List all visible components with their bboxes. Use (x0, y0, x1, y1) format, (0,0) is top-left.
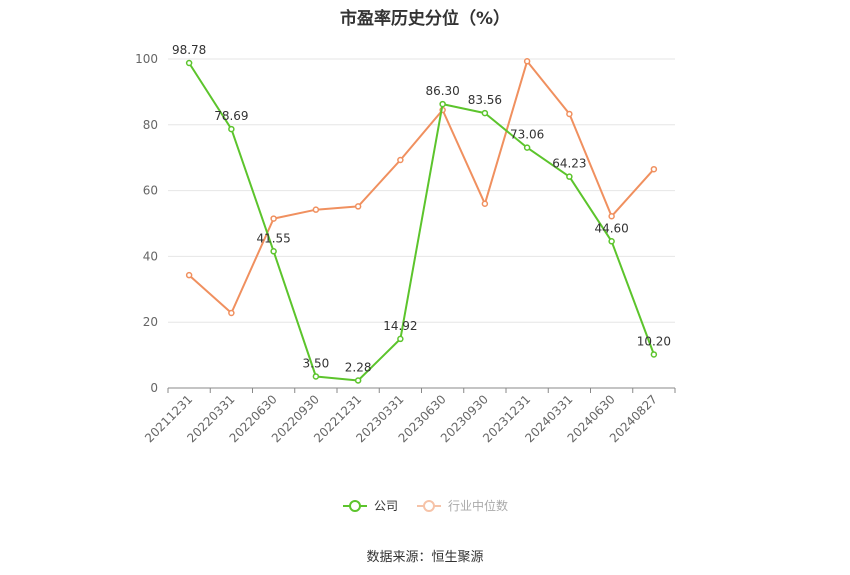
company-data-point (228, 125, 235, 133)
data-label-layer: 98.78 78.69 41.55 3.50 2.28 14.92 86.30 83.56 73… (172, 43, 671, 374)
company-data-point (270, 248, 277, 255)
company-data-point (312, 373, 320, 380)
y-tick-label: 40 (143, 249, 158, 263)
grid-layer (168, 58, 675, 323)
data-label: 83.56 (468, 93, 502, 107)
industry-data-point (354, 203, 362, 210)
company-data-point (650, 351, 658, 358)
data-label: 98.78 (172, 43, 206, 57)
industry-data-point (312, 206, 320, 213)
legend: 公司 行业中位数 (0, 497, 850, 514)
chart-title: 市盈率历史分位（%） (339, 9, 511, 29)
industry-data-point (481, 200, 489, 208)
series-layer (185, 58, 658, 384)
data-label: 73.06 (510, 128, 544, 142)
data-label: 86.30 (425, 84, 459, 98)
legend-item-company[interactable]: 公司 (342, 497, 398, 514)
data-label: 64.23 (552, 157, 586, 171)
legend-company-label: 公司 (373, 499, 398, 513)
legend-industry-label: 行业中位数 (448, 499, 509, 513)
company-data-point (608, 238, 615, 245)
data-label: 44.60 (594, 221, 628, 235)
y-tick-label: 80 (143, 118, 158, 132)
industry-series-line (188, 60, 655, 314)
company-data-point (523, 144, 531, 151)
data-label: 14.92 (383, 319, 417, 333)
company-data-point (439, 100, 446, 108)
industry-data-point (185, 271, 193, 279)
data-label: 41.55 (256, 231, 290, 245)
company-data-point (185, 59, 193, 67)
company-data-point (566, 173, 573, 180)
data-label: 2.28 (345, 360, 372, 374)
company-data-point (397, 335, 404, 343)
industry-data-point (566, 110, 573, 118)
y-tick-label: 0 (150, 381, 158, 395)
company-series-line (188, 62, 655, 382)
data-label: 10.20 (637, 334, 671, 348)
industry-data-point (650, 165, 658, 173)
data-source: 数据来源：恒生聚源 (366, 550, 484, 565)
industry-data-point (270, 215, 277, 222)
legend-industry-icon (417, 499, 441, 512)
legend-item-industry[interactable]: 行业中位数 (416, 497, 508, 514)
company-data-point (354, 377, 362, 384)
y-tick-label: 20 (143, 315, 158, 329)
y-tick-label: 60 (143, 184, 158, 198)
data-label: 3.50 (303, 356, 330, 370)
industry-data-point (397, 156, 404, 164)
company-data-point (481, 109, 489, 117)
industry-data-point (523, 58, 531, 65)
industry-data-point (228, 309, 235, 317)
data-label: 78.69 (214, 109, 248, 123)
industry-data-point (608, 213, 615, 220)
y-tick-label: 100 (135, 52, 158, 66)
legend-company-icon (342, 499, 367, 512)
